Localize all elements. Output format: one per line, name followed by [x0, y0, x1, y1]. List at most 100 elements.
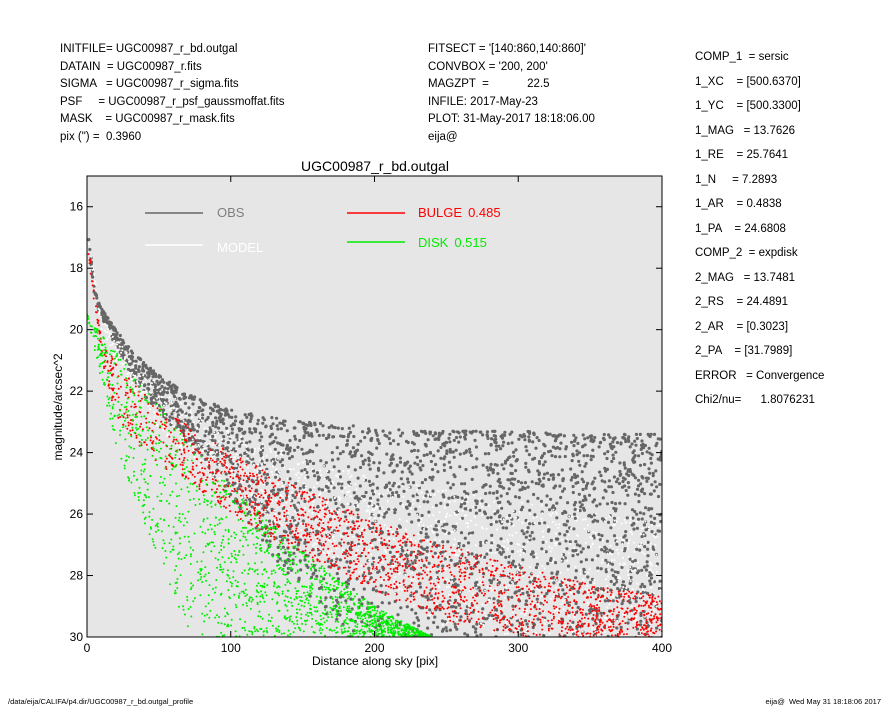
data-point	[521, 587, 524, 590]
data-point	[447, 496, 451, 500]
series-bulge	[87, 253, 662, 637]
data-point	[402, 580, 405, 583]
data-point	[456, 547, 459, 550]
data-point	[383, 539, 386, 541]
data-point	[571, 620, 575, 625]
data-point	[342, 434, 346, 439]
data-point	[532, 432, 536, 437]
data-point	[209, 449, 212, 452]
data-point	[420, 517, 423, 520]
data-point	[475, 523, 478, 526]
data-point	[163, 414, 166, 417]
data-point	[493, 629, 496, 632]
data-point	[157, 395, 160, 398]
data-point	[296, 463, 299, 466]
data-point	[362, 587, 366, 591]
data-point	[327, 533, 330, 536]
data-point	[434, 606, 437, 609]
data-point	[619, 536, 622, 539]
data-point	[109, 321, 113, 325]
data-point	[124, 361, 127, 364]
data-point	[471, 466, 475, 470]
data-point	[626, 628, 629, 631]
data-point	[651, 579, 654, 582]
data-point	[189, 442, 191, 445]
data-point	[306, 431, 310, 435]
data-point	[598, 602, 601, 604]
data-point	[616, 570, 620, 575]
data-point	[518, 510, 521, 513]
data-point	[331, 468, 334, 471]
data-point	[230, 427, 234, 431]
data-point	[376, 546, 379, 549]
data-point	[95, 296, 99, 300]
data-point	[560, 630, 563, 632]
data-point	[424, 556, 428, 560]
data-point	[178, 448, 181, 451]
data-point	[211, 423, 215, 428]
data-point	[367, 459, 371, 463]
data-point	[255, 494, 258, 497]
data-point	[214, 422, 218, 426]
data-point	[448, 440, 452, 444]
data-point	[613, 519, 616, 522]
data-point	[327, 539, 330, 541]
data-point	[637, 500, 641, 504]
data-point	[248, 419, 252, 423]
data-point	[605, 467, 610, 471]
data-point	[615, 540, 618, 543]
data-point	[196, 426, 199, 429]
data-point	[385, 551, 388, 554]
data-point	[611, 440, 615, 444]
data-point	[131, 366, 134, 369]
data-point	[281, 481, 284, 484]
data-point	[156, 387, 159, 389]
data-point	[593, 486, 597, 490]
data-point	[640, 534, 644, 539]
data-point	[168, 408, 171, 411]
data-point	[623, 466, 627, 470]
data-point	[575, 543, 580, 547]
data-point	[541, 540, 545, 545]
data-point	[312, 544, 315, 547]
data-point	[250, 431, 254, 435]
data-point	[535, 562, 540, 566]
data-point	[495, 528, 498, 531]
data-point	[417, 624, 421, 628]
data-point	[587, 601, 589, 604]
data-point	[549, 497, 553, 501]
data-point	[563, 548, 566, 551]
data-point	[245, 441, 249, 445]
data-point	[213, 455, 216, 458]
data-point	[427, 561, 431, 565]
data-point	[242, 490, 245, 493]
data-point	[278, 513, 281, 515]
data-point	[642, 628, 645, 631]
data-point	[481, 581, 484, 584]
data-point	[214, 433, 216, 436]
data-point	[212, 476, 215, 479]
data-point	[265, 458, 269, 462]
data-point	[415, 616, 419, 620]
data-point	[599, 474, 603, 478]
data-point	[246, 451, 248, 454]
data-point	[293, 437, 298, 441]
data-point	[425, 562, 428, 565]
data-point	[212, 474, 215, 477]
data-point	[451, 551, 454, 554]
data-point	[440, 431, 444, 435]
data-point	[567, 614, 570, 617]
data-point	[318, 560, 321, 563]
data-point	[498, 545, 502, 549]
data-point	[282, 451, 286, 455]
data-point	[204, 467, 206, 470]
data-point	[632, 460, 636, 464]
data-point	[126, 392, 129, 395]
data-point	[535, 436, 539, 440]
data-point	[336, 511, 339, 514]
data-point	[224, 496, 227, 499]
data-point	[368, 496, 373, 500]
data-point	[542, 442, 546, 446]
data-point	[239, 494, 242, 497]
data-point	[275, 416, 279, 420]
